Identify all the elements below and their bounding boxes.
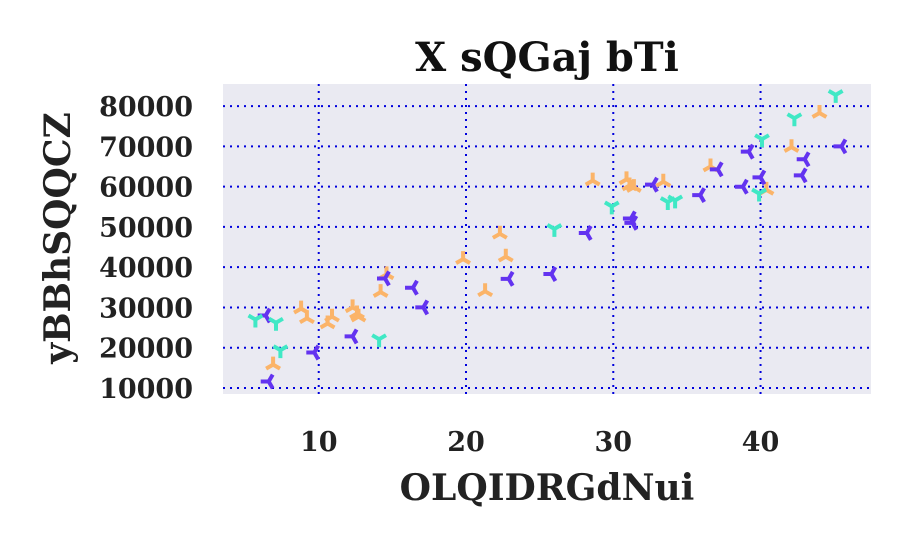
chart-title: X sQGaj bTi (415, 34, 679, 81)
data-point-series-3 (786, 112, 803, 127)
data-point-series-2 (645, 176, 659, 193)
data-point-series-2 (543, 266, 558, 282)
data-point-series-3 (546, 223, 563, 237)
data-point-series-1 (265, 356, 282, 371)
y-tick-label: 10000 (99, 374, 193, 405)
data-point-series-3 (751, 187, 768, 202)
y-tick-label: 50000 (99, 213, 193, 244)
data-point-series-2 (734, 178, 749, 195)
data-point-series-2 (405, 279, 419, 296)
data-point-series-2 (796, 151, 811, 168)
data-point-series-1 (584, 172, 601, 187)
data-point-series-1 (477, 283, 494, 298)
data-point-series-2 (752, 169, 767, 186)
y-tick-label: 80000 (99, 92, 193, 123)
data-point-series-2 (833, 138, 848, 155)
data-point-series-2 (740, 143, 755, 160)
y-tick-label: 70000 (99, 132, 193, 163)
data-point-series-1 (491, 225, 508, 240)
data-point-series-3 (247, 313, 264, 328)
data-point-series-3 (603, 200, 620, 215)
tick-labels: 10 20 30 40 10000 20000 30000 40000 50000 60000 70… (99, 92, 779, 458)
data-point-series-1 (455, 251, 472, 265)
x-axis-label: OLQIDRGdNui (400, 467, 695, 509)
data-point-series-1 (625, 179, 642, 193)
x-tick-label: 40 (742, 427, 780, 458)
data-point-series-2 (624, 214, 639, 231)
data-point-series-3 (268, 316, 284, 331)
x-tick-label: 20 (447, 427, 485, 458)
data-point-series-3 (371, 333, 388, 348)
data-point-series-3 (754, 133, 770, 148)
data-point-series-1 (497, 248, 514, 263)
data-point-series-1 (655, 173, 672, 188)
data-point-series-2 (260, 373, 275, 390)
data-point-series-2 (415, 299, 430, 316)
x-tick-label: 30 (594, 427, 632, 458)
data-point-series-1 (372, 284, 389, 298)
y-axis-label: yBBhSQQCZ (37, 112, 79, 365)
data-point-series-1 (811, 105, 828, 119)
x-tick-label: 10 (300, 427, 338, 458)
data-point-series-3 (827, 89, 844, 103)
data-point-series-2 (306, 344, 321, 361)
data-point-series-1 (783, 139, 800, 153)
data-point-series-2 (500, 270, 515, 287)
data-points (247, 89, 848, 390)
data-point-series-2 (578, 225, 593, 241)
data-point-series-2 (344, 328, 359, 345)
y-tick-label: 30000 (99, 293, 193, 324)
data-point-series-2 (692, 187, 706, 204)
y-tick-label: 40000 (99, 253, 193, 284)
y-tick-label: 60000 (99, 173, 193, 204)
data-point-series-2 (377, 270, 391, 287)
data-point-series-1 (298, 310, 315, 325)
data-point-series-3 (272, 344, 289, 359)
data-point-series-1 (350, 308, 367, 323)
data-point-series-3 (667, 194, 684, 209)
data-point-series-1 (324, 308, 340, 323)
data-point-series-2 (709, 161, 724, 178)
plot-area (223, 84, 871, 394)
data-point-series-2 (793, 167, 808, 184)
y-tick-label: 20000 (99, 334, 193, 365)
